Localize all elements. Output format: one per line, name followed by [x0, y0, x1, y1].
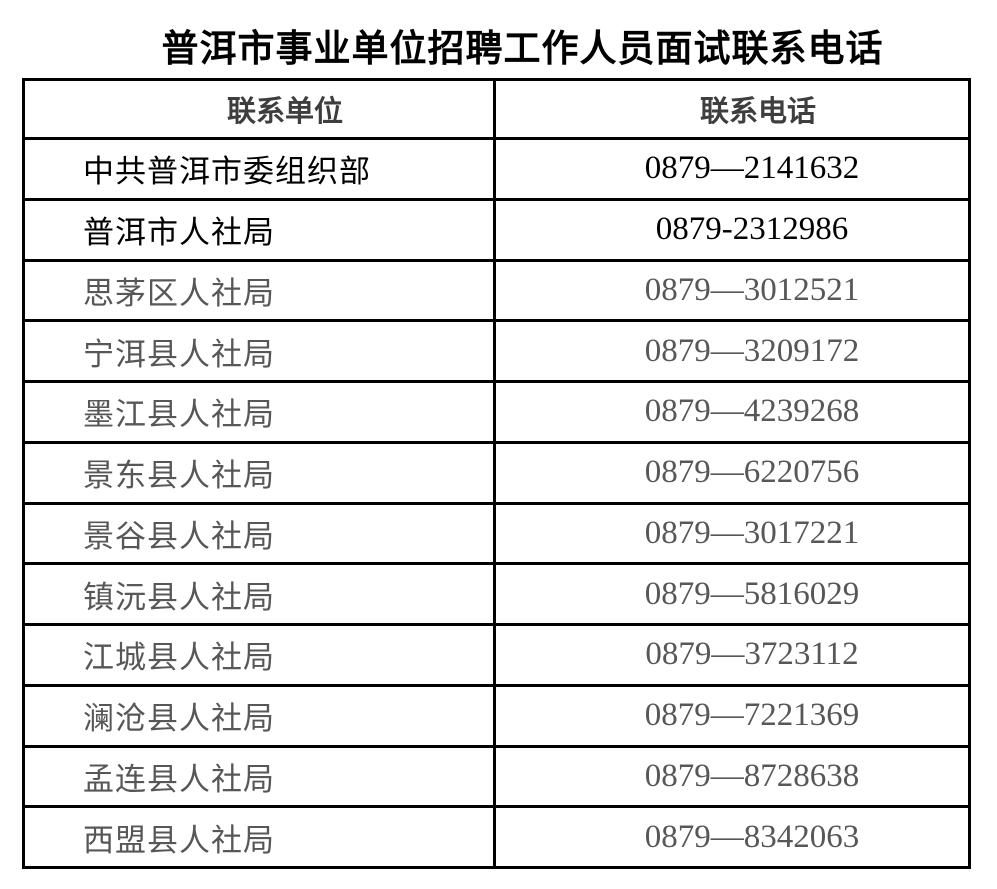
table-row: 西盟县人社局 0879—8342063 — [22, 805, 971, 869]
phone-cell: 0879-2312986 — [493, 197, 971, 262]
unit-cell: 江城县人社局 — [22, 623, 496, 687]
unit-cell: 普洱市人社局 — [22, 197, 496, 262]
phone-cell: 0879—7221369 — [493, 683, 971, 748]
unit-cell: 景谷县人社局 — [22, 501, 496, 566]
page-title: 普洱市事业单位招聘工作人员面试联系电话 — [161, 29, 884, 70]
unit-cell: 墨江县人社局 — [22, 380, 496, 444]
unit-cell: 镇沅县人社局 — [22, 562, 496, 626]
phone-cell: 0879—3723112 — [493, 623, 971, 687]
phone-cell: 0879—3017221 — [493, 501, 971, 566]
unit-cell: 西盟县人社局 — [22, 805, 496, 869]
table-row: 江城县人社局 0879—3723112 — [22, 623, 971, 687]
phone-cell: 0879—3012521 — [493, 258, 971, 323]
table-row: 镇沅县人社局 0879—5816029 — [22, 562, 971, 626]
contact-table: 联系单位 联系电话 中共普洱市委组织部 0879—2141632 普洱市人社局 087… — [22, 78, 971, 869]
phone-cell: 0879—8728638 — [493, 744, 971, 809]
phone-cell: 0879—5816029 — [493, 562, 971, 626]
unit-cell: 孟连县人社局 — [22, 744, 496, 809]
table-row: 墨江县人社局 0879—4239268 — [22, 380, 971, 444]
table-row: 中共普洱市委组织部 0879—2141632 — [22, 137, 971, 201]
table-row: 景东县人社局 0879—6220756 — [22, 440, 971, 505]
contact-table-container: 联系单位 联系电话 中共普洱市委组织部 0879—2141632 普洱市人社局 087… — [22, 78, 971, 869]
phone-cell: 0879—4239268 — [493, 380, 971, 444]
unit-cell: 景东县人社局 — [22, 440, 496, 505]
unit-cell: 澜沧县人社局 — [22, 683, 496, 748]
table-row: 宁洱县人社局 0879—3209172 — [22, 319, 971, 383]
unit-cell: 宁洱县人社局 — [22, 319, 496, 383]
phone-cell: 0879—3209172 — [493, 319, 971, 383]
table-row: 澜沧县人社局 0879—7221369 — [22, 683, 971, 748]
unit-cell: 思茅区人社局 — [22, 258, 496, 323]
phone-cell: 0879—8342063 — [493, 805, 971, 869]
table-body: 中共普洱市委组织部 0879—2141632 普洱市人社局 0879-2312986 思… — [22, 137, 971, 869]
table-header: 联系单位 联系电话 — [22, 78, 971, 140]
table-row: 景谷县人社局 0879—3017221 — [22, 501, 971, 566]
table-row: 孟连县人社局 0879—8728638 — [22, 744, 971, 809]
unit-cell: 中共普洱市委组织部 — [22, 137, 496, 201]
table-row: 普洱市人社局 0879-2312986 — [22, 197, 971, 262]
phone-cell: 0879—6220756 — [493, 440, 971, 505]
phone-cell: 0879—2141632 — [493, 137, 971, 201]
header-phone: 联系电话 — [493, 78, 971, 140]
header-unit: 联系单位 — [22, 78, 496, 140]
table-row: 思茅区人社局 0879—3012521 — [22, 258, 971, 323]
header-row: 联系单位 联系电话 — [22, 78, 971, 140]
